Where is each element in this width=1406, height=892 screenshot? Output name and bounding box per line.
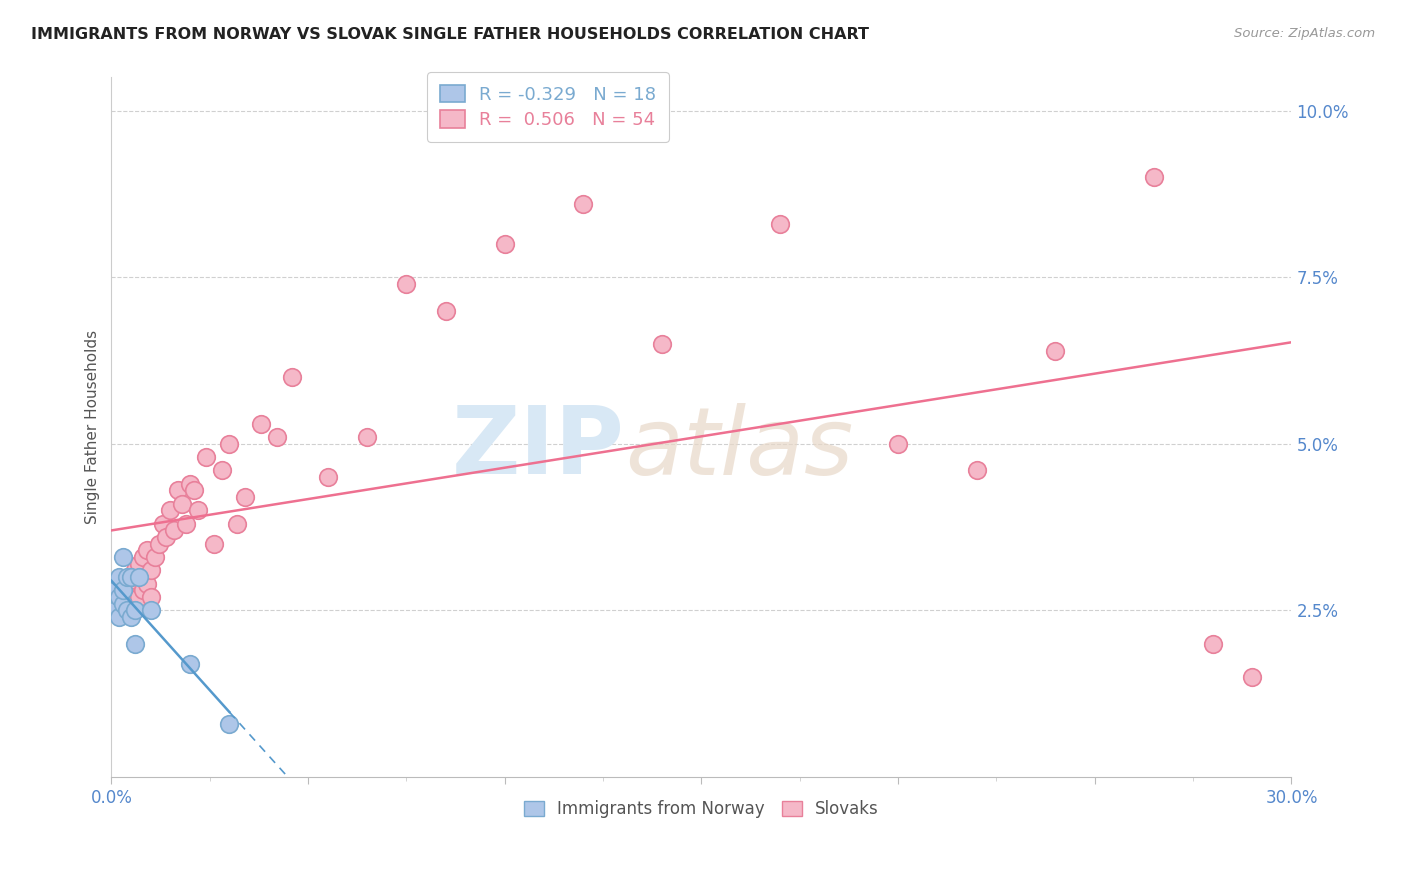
Legend: Immigrants from Norway, Slovaks: Immigrants from Norway, Slovaks xyxy=(517,793,886,824)
Text: atlas: atlas xyxy=(624,402,853,493)
Point xyxy=(115,576,138,591)
Point xyxy=(148,537,170,551)
Point xyxy=(434,303,457,318)
Point xyxy=(135,543,157,558)
Point xyxy=(112,597,135,611)
Point xyxy=(887,437,910,451)
Point xyxy=(124,597,146,611)
Point xyxy=(152,516,174,531)
Point xyxy=(112,597,135,611)
Point xyxy=(115,597,138,611)
Point xyxy=(112,549,135,564)
Point xyxy=(163,524,186,538)
Text: ZIP: ZIP xyxy=(451,402,624,494)
Point xyxy=(187,503,209,517)
Point xyxy=(250,417,273,431)
Point xyxy=(112,583,135,598)
Point xyxy=(316,470,339,484)
Point xyxy=(218,716,240,731)
Point xyxy=(112,583,135,598)
Point xyxy=(104,583,127,598)
Point xyxy=(143,549,166,564)
Point xyxy=(966,463,988,477)
Point xyxy=(104,603,127,617)
Point xyxy=(769,217,792,231)
Point xyxy=(128,590,150,604)
Point xyxy=(128,557,150,571)
Point xyxy=(108,590,131,604)
Point xyxy=(120,570,142,584)
Point xyxy=(572,197,595,211)
Point xyxy=(108,603,131,617)
Point xyxy=(108,570,131,584)
Point xyxy=(139,590,162,604)
Point xyxy=(115,603,138,617)
Y-axis label: Single Father Households: Single Father Households xyxy=(86,330,100,524)
Point xyxy=(1143,170,1166,185)
Point xyxy=(120,610,142,624)
Point xyxy=(174,516,197,531)
Point xyxy=(132,583,155,598)
Point xyxy=(281,370,304,384)
Text: IMMIGRANTS FROM NORWAY VS SLOVAK SINGLE FATHER HOUSEHOLDS CORRELATION CHART: IMMIGRANTS FROM NORWAY VS SLOVAK SINGLE … xyxy=(31,27,869,42)
Point xyxy=(108,610,131,624)
Point xyxy=(128,570,150,584)
Point xyxy=(120,590,142,604)
Point xyxy=(139,563,162,577)
Point xyxy=(1202,637,1225,651)
Point xyxy=(132,549,155,564)
Point xyxy=(172,497,194,511)
Point xyxy=(179,657,201,671)
Point xyxy=(104,597,127,611)
Point xyxy=(1241,670,1264,684)
Point xyxy=(115,570,138,584)
Point xyxy=(167,483,190,498)
Point xyxy=(395,277,418,291)
Point xyxy=(233,490,256,504)
Point xyxy=(159,503,181,517)
Point xyxy=(139,603,162,617)
Point xyxy=(155,530,177,544)
Point xyxy=(194,450,217,464)
Point xyxy=(124,603,146,617)
Point xyxy=(211,463,233,477)
Point xyxy=(226,516,249,531)
Point xyxy=(108,590,131,604)
Point xyxy=(202,537,225,551)
Text: Source: ZipAtlas.com: Source: ZipAtlas.com xyxy=(1234,27,1375,40)
Point xyxy=(124,637,146,651)
Point xyxy=(1045,343,1067,358)
Point xyxy=(356,430,378,444)
Point xyxy=(135,576,157,591)
Point xyxy=(124,563,146,577)
Point xyxy=(120,570,142,584)
Point xyxy=(494,237,516,252)
Point xyxy=(266,430,288,444)
Point xyxy=(218,437,240,451)
Point xyxy=(651,337,673,351)
Point xyxy=(179,476,201,491)
Point xyxy=(183,483,205,498)
